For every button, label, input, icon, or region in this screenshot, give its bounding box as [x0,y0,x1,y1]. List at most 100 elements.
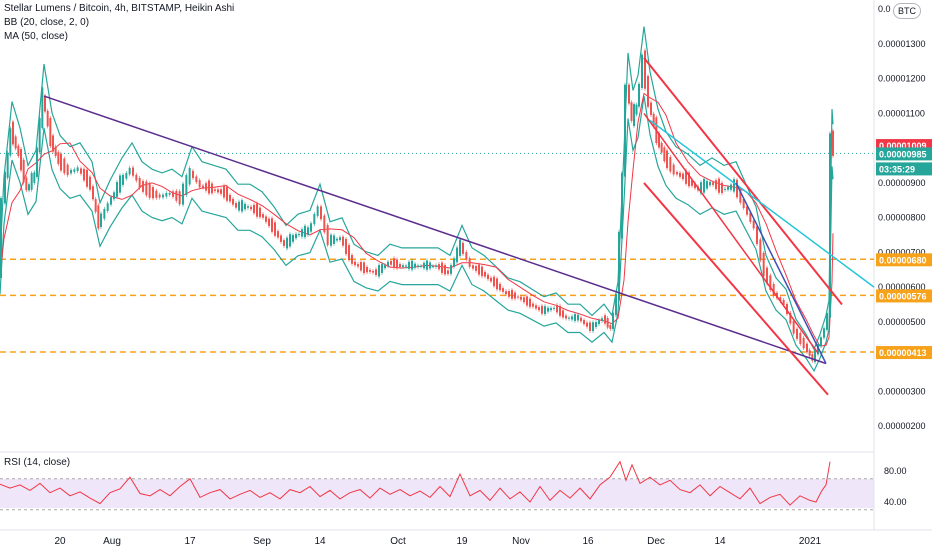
candle[interactable] [829,133,831,318]
candle[interactable] [46,110,49,127]
candle[interactable] [759,239,762,261]
candle[interactable] [9,128,12,156]
candle[interactable] [553,307,555,309]
candle[interactable] [792,320,795,334]
candle[interactable] [650,102,652,115]
candle[interactable] [685,170,687,184]
candle[interactable] [323,215,326,233]
candle[interactable] [12,121,14,145]
candle[interactable] [520,296,522,300]
candle[interactable] [559,305,561,316]
candle[interactable] [175,190,178,201]
candle[interactable] [752,220,755,229]
candle[interactable] [274,222,276,236]
rsi-line[interactable] [0,460,831,506]
candle[interactable] [706,181,708,189]
candle[interactable] [682,173,684,180]
candle[interactable] [369,269,371,272]
candle[interactable] [541,305,543,314]
candle[interactable] [223,185,225,198]
candle[interactable] [589,322,591,331]
candle[interactable] [571,316,573,320]
candle[interactable] [562,310,564,318]
candle[interactable] [730,184,732,190]
candle[interactable] [25,177,28,191]
candle[interactable] [304,225,306,238]
candle[interactable] [387,261,389,267]
candle[interactable] [618,231,620,301]
candle[interactable] [604,315,606,324]
candle[interactable] [86,169,88,187]
candle[interactable] [301,229,303,237]
candle[interactable] [621,172,623,239]
candle[interactable] [709,181,711,186]
candle[interactable] [508,291,510,297]
candle[interactable] [89,176,91,190]
candle[interactable] [351,255,353,264]
candle[interactable] [229,194,231,202]
candle[interactable] [70,169,72,174]
candle[interactable] [712,182,714,185]
candle[interactable] [660,142,663,153]
candle[interactable] [441,262,443,273]
candle[interactable] [694,183,696,189]
candle[interactable] [92,186,94,200]
candle[interactable] [307,227,309,235]
candle[interactable] [357,264,359,267]
candle[interactable] [202,185,204,188]
candle[interactable] [342,236,344,246]
candle[interactable] [535,305,537,309]
candle[interactable] [122,174,124,185]
candle[interactable] [250,206,252,210]
candle[interactable] [796,328,798,339]
candle[interactable] [459,239,461,256]
candle[interactable] [769,275,772,290]
candle[interactable] [432,266,434,268]
candle[interactable] [211,183,213,194]
candle[interactable] [375,269,377,276]
candle[interactable] [384,265,386,269]
candle[interactable] [746,206,748,215]
candle[interactable] [162,194,164,198]
candle[interactable] [638,83,640,107]
candle[interactable] [316,206,319,216]
candle[interactable] [106,203,109,211]
candle[interactable] [195,176,198,183]
candle[interactable] [615,294,617,316]
candle[interactable] [116,182,118,197]
candle[interactable] [268,218,270,227]
candle[interactable] [381,264,383,273]
candle[interactable] [36,147,38,177]
candle[interactable] [17,145,20,156]
candle[interactable] [158,194,161,198]
candle[interactable] [550,308,552,311]
candle[interactable] [172,191,174,197]
candle[interactable] [789,312,792,324]
candle[interactable] [348,245,350,261]
candle[interactable] [336,238,338,241]
candle[interactable] [247,206,249,208]
candle[interactable] [715,180,717,190]
candle[interactable] [786,303,788,315]
candle[interactable] [577,314,579,321]
candle[interactable] [168,192,171,195]
candle[interactable] [630,102,633,121]
channel-mid-line[interactable] [643,113,819,354]
candle[interactable] [298,233,300,236]
candle[interactable] [823,328,825,338]
candle[interactable] [814,349,816,363]
price-axis[interactable] [874,0,932,550]
candle[interactable] [271,218,273,232]
candle[interactable] [396,259,398,269]
candle[interactable] [238,201,240,211]
candle[interactable] [580,317,582,322]
candle[interactable] [749,212,752,222]
candle[interactable] [472,265,474,269]
candle[interactable] [6,152,9,178]
candle[interactable] [235,202,237,208]
main-pane[interactable] [0,0,874,450]
candle[interactable] [484,271,486,277]
candle[interactable] [586,322,588,327]
candle[interactable] [286,237,288,249]
